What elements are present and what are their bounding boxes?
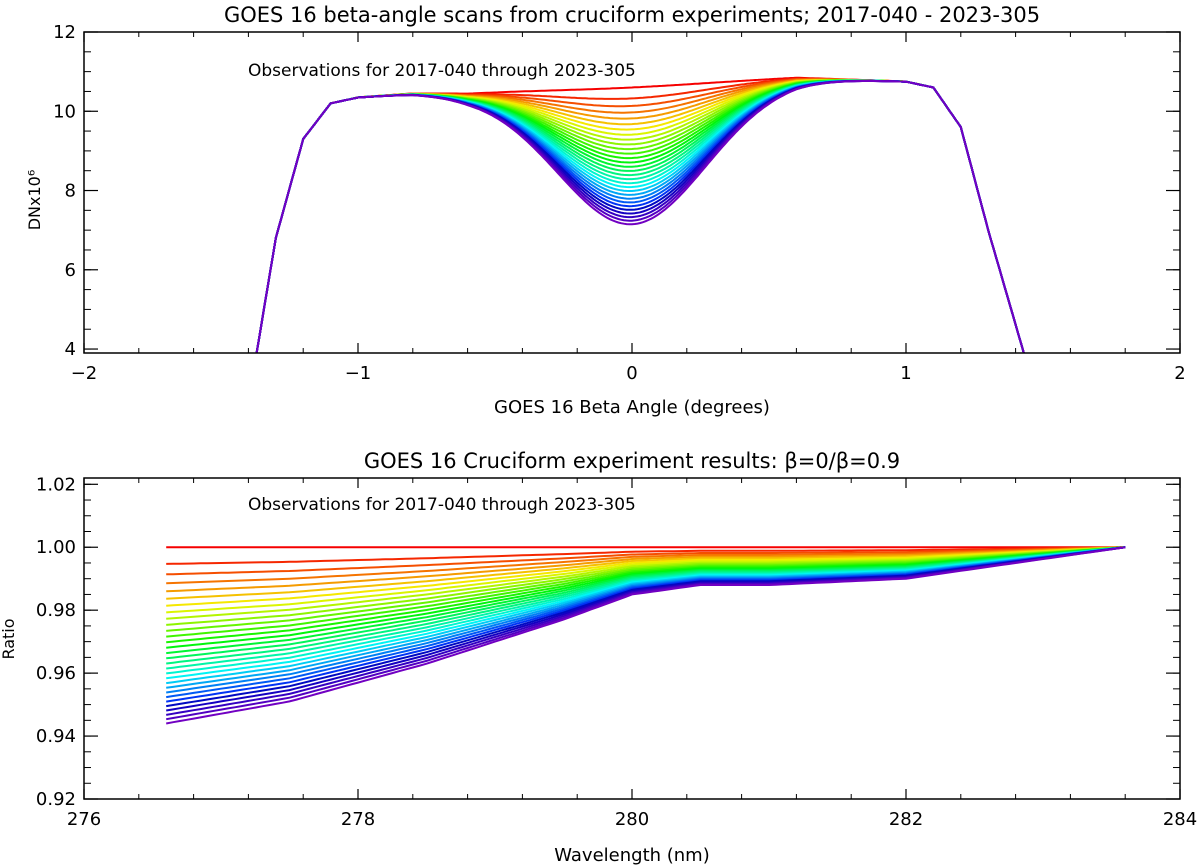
top-y-tick-label: 4 [65, 339, 76, 360]
bottom-x-axis-label: Wavelength (nm) [554, 845, 710, 865]
bottom-series-line [166, 546, 1126, 725]
top-chart-annotation: Observations for 2017-040 through 2023-3… [248, 61, 636, 81]
bottom-y-tick-label: 0.96 [36, 663, 76, 684]
bottom-x-tick-label: 276 [67, 809, 101, 830]
top-series-line [255, 80, 1025, 354]
bottom-x-tick-label: 282 [889, 809, 923, 830]
top-curves [255, 76, 1025, 354]
bottom-y-axis-label: Ratio [0, 618, 18, 659]
bottom-y-tick-label: 1.02 [36, 474, 76, 495]
bottom-chart-title: GOES 16 Cruciform experiment results: β=… [364, 449, 900, 473]
bottom-y-tick-label: 1.00 [36, 537, 76, 558]
bottom-panel: GOES 16 Cruciform experiment results: β=… [0, 449, 1197, 865]
top-series-line [255, 79, 1025, 354]
bottom-x-tick-label: 284 [1163, 809, 1197, 830]
top-chart-title: GOES 16 beta-angle scans from cruciform … [224, 3, 1040, 27]
bottom-series-line [166, 546, 1126, 565]
top-y-tick-label: 8 [65, 181, 76, 202]
bottom-x-tick-label: 278 [341, 809, 375, 830]
top-plot-frame [83, 31, 1181, 354]
bottom-series-line [166, 546, 1126, 576]
top-y-tick-label: 10 [53, 101, 76, 122]
top-series-line [255, 80, 1025, 354]
top-y-tick-label: 6 [65, 260, 76, 281]
top-panel: GOES 16 beta-angle scans from cruciform … [25, 3, 1186, 418]
top-x-tick-label: 1 [900, 363, 911, 384]
bottom-axis-ticks: 276 278 280 282 284 0.92 0.94 0.96 0.98 1.00 1.02 [36, 474, 1197, 830]
bottom-y-tick-label: 0.94 [36, 726, 76, 747]
top-x-axis-label: GOES 16 Beta Angle (degrees) [494, 397, 770, 418]
top-series-line [255, 80, 1025, 354]
top-x-tick-label: 2 [1174, 363, 1185, 384]
top-y-tick-label: 12 [53, 22, 76, 43]
top-y-axis-label: DNx10⁶ [25, 170, 44, 231]
bottom-curves [166, 546, 1126, 725]
top-series-line [255, 80, 1025, 354]
bottom-chart-annotation: Observations for 2017-040 through 2023-3… [248, 495, 636, 515]
top-x-tick-label: −1 [345, 363, 372, 384]
top-series-line [255, 79, 1025, 354]
bottom-y-tick-label: 0.98 [36, 600, 76, 621]
bottom-y-tick-label: 0.92 [36, 789, 76, 810]
top-x-tick-label: −2 [71, 363, 98, 384]
top-series-line [255, 79, 1025, 354]
top-x-tick-label: 0 [626, 363, 637, 384]
bottom-x-tick-label: 280 [615, 809, 649, 830]
bottom-plot-frame [83, 477, 1181, 800]
